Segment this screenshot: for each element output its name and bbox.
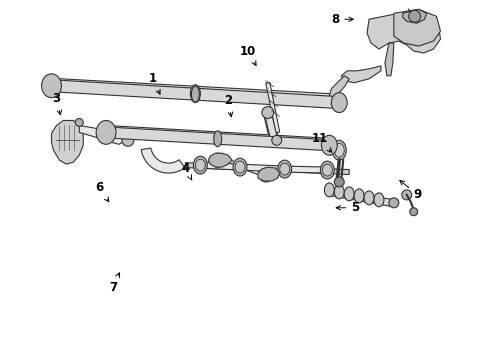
Ellipse shape <box>331 93 347 113</box>
Polygon shape <box>208 153 232 167</box>
Ellipse shape <box>364 191 374 205</box>
Polygon shape <box>385 43 394 76</box>
Ellipse shape <box>334 185 344 199</box>
Polygon shape <box>51 80 340 109</box>
Circle shape <box>334 177 344 187</box>
Ellipse shape <box>374 193 384 207</box>
Polygon shape <box>79 125 126 144</box>
Text: 7: 7 <box>109 273 120 294</box>
Ellipse shape <box>324 183 334 197</box>
Text: 8: 8 <box>331 13 353 26</box>
Ellipse shape <box>344 187 354 201</box>
Ellipse shape <box>42 74 61 98</box>
Polygon shape <box>51 121 83 164</box>
Polygon shape <box>240 164 285 172</box>
Polygon shape <box>258 167 280 181</box>
Ellipse shape <box>214 131 221 147</box>
Polygon shape <box>367 13 441 53</box>
Polygon shape <box>200 162 240 170</box>
Circle shape <box>272 135 282 145</box>
Circle shape <box>262 107 274 118</box>
Ellipse shape <box>334 143 344 157</box>
Ellipse shape <box>196 159 205 171</box>
Polygon shape <box>141 148 185 173</box>
Ellipse shape <box>192 86 199 102</box>
Ellipse shape <box>320 161 334 179</box>
Circle shape <box>410 208 417 216</box>
Text: 1: 1 <box>148 72 160 94</box>
Circle shape <box>122 134 134 146</box>
Ellipse shape <box>322 164 332 176</box>
Circle shape <box>389 198 399 208</box>
Polygon shape <box>51 78 340 99</box>
Text: 6: 6 <box>95 181 109 202</box>
Text: 9: 9 <box>400 180 422 201</box>
Ellipse shape <box>233 158 247 176</box>
Circle shape <box>211 153 225 167</box>
Polygon shape <box>394 9 441 46</box>
Text: 4: 4 <box>181 162 192 180</box>
Ellipse shape <box>191 85 200 103</box>
Text: 11: 11 <box>311 132 332 152</box>
Polygon shape <box>266 82 280 133</box>
Circle shape <box>75 118 83 126</box>
Text: 3: 3 <box>52 92 62 115</box>
Polygon shape <box>185 163 349 175</box>
Text: 10: 10 <box>240 45 256 66</box>
Polygon shape <box>285 166 327 173</box>
Ellipse shape <box>235 161 245 173</box>
Ellipse shape <box>194 156 207 174</box>
Circle shape <box>409 10 420 22</box>
Polygon shape <box>106 127 330 151</box>
Polygon shape <box>106 125 329 142</box>
Ellipse shape <box>354 189 364 203</box>
Ellipse shape <box>332 140 346 160</box>
Text: 5: 5 <box>336 201 360 214</box>
Polygon shape <box>264 112 279 143</box>
Polygon shape <box>224 158 266 177</box>
Ellipse shape <box>321 135 337 155</box>
Polygon shape <box>341 66 381 83</box>
Ellipse shape <box>280 163 290 175</box>
Ellipse shape <box>96 121 116 144</box>
Text: 2: 2 <box>224 94 233 117</box>
Polygon shape <box>329 189 392 206</box>
Polygon shape <box>265 112 278 143</box>
Circle shape <box>259 168 273 182</box>
Polygon shape <box>403 9 427 23</box>
Ellipse shape <box>278 160 292 178</box>
Polygon shape <box>329 76 349 99</box>
Circle shape <box>402 190 412 200</box>
